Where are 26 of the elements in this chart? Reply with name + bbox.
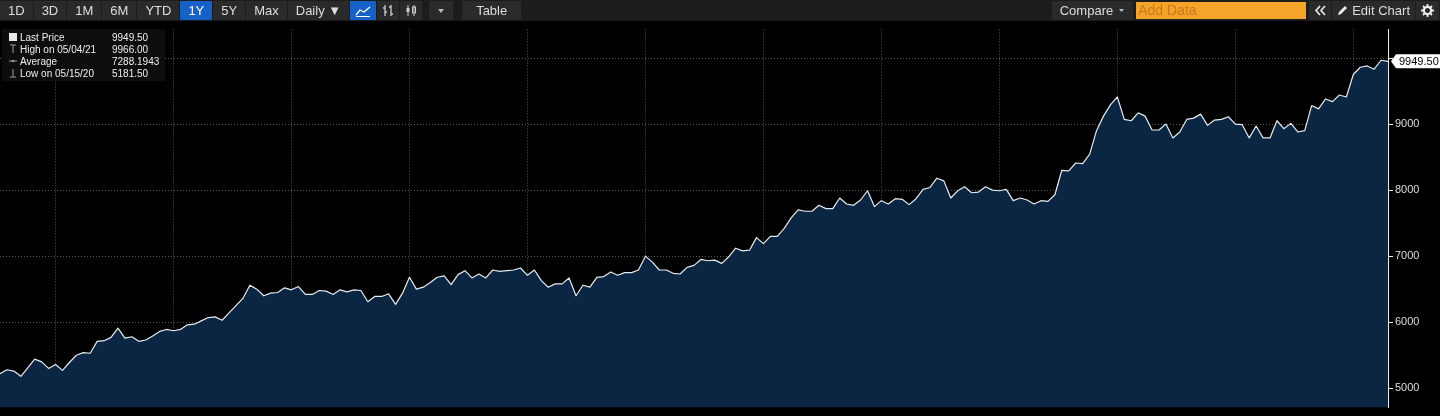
text: 6M bbox=[102, 1, 137, 20]
text: Compare bbox=[1051, 1, 1134, 20]
y-tick-label: 8000 bbox=[1395, 183, 1420, 196]
text: 3D bbox=[33, 1, 67, 20]
annotation: High on 05/04/21 bbox=[20, 43, 98, 55]
y-tick-label: 9000 bbox=[1395, 117, 1420, 130]
text: Max bbox=[246, 1, 287, 20]
y-tick-label: 5000 bbox=[1395, 381, 1420, 394]
annotation: 5181.50 bbox=[112, 67, 149, 79]
text: Daily ▼ bbox=[287, 1, 350, 20]
text: Edit Chart bbox=[1332, 1, 1415, 20]
text: Table bbox=[462, 1, 522, 20]
legend-label: Last Price bbox=[20, 31, 66, 43]
text: 9949.50 bbox=[1399, 54, 1439, 67]
annotation: 9949.50 bbox=[112, 31, 149, 43]
text: 1Y bbox=[180, 1, 213, 20]
text: 5Y bbox=[213, 1, 246, 20]
y-tick-label: 7000 bbox=[1395, 249, 1420, 262]
annotation: 9966.00 bbox=[112, 43, 149, 55]
text: 1M bbox=[67, 1, 102, 20]
annotation: 7288.1943 bbox=[112, 55, 160, 67]
annotation: Average bbox=[20, 55, 59, 67]
text: 1D bbox=[0, 1, 33, 20]
y-tick-label: 6000 bbox=[1395, 315, 1420, 328]
annotation: Low on 05/15/20 bbox=[20, 67, 95, 79]
text: YTD bbox=[137, 1, 180, 20]
